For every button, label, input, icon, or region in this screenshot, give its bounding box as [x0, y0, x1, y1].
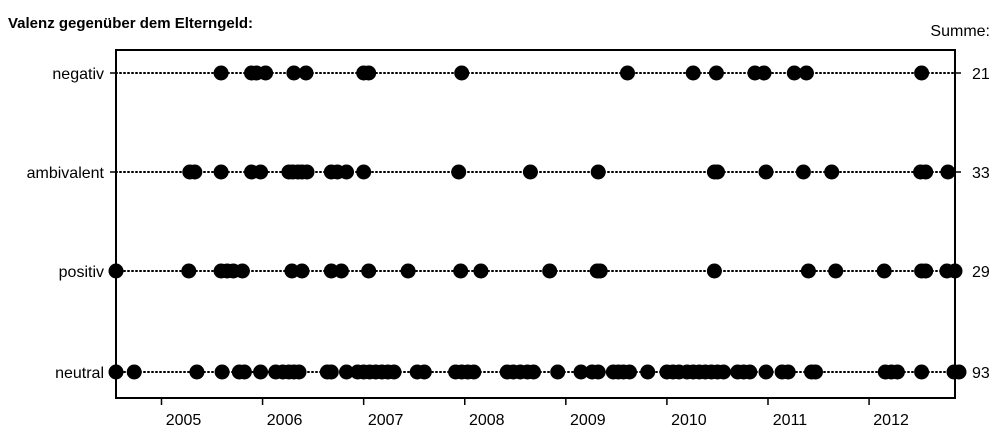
data-point [187, 164, 203, 180]
series-row-neutral: neutral 93 [55, 364, 990, 382]
data-point [716, 364, 731, 380]
data-point [126, 364, 142, 380]
data-point [758, 164, 774, 180]
data-point [550, 364, 566, 380]
data-point [742, 364, 758, 380]
x-axis: 2005 2006 2007 2008 2009 2010 2011 2012 [160, 398, 909, 429]
sum-header: Summe: [930, 23, 990, 40]
x-tick-label: 2005 [166, 412, 202, 429]
x-tick-label: 2011 [773, 412, 808, 429]
series-rows: negativ 21 ambivalent 33 positiv 29 neutral 93 [27, 65, 990, 382]
data-point [828, 263, 844, 279]
data-point [622, 364, 637, 380]
y-tick-label: neutral [55, 365, 104, 382]
data-point [333, 263, 349, 279]
data-point [189, 364, 205, 380]
data-point [640, 364, 656, 380]
data-point [294, 263, 310, 279]
data-point [386, 364, 402, 380]
data-point [108, 263, 124, 279]
data-point [914, 364, 930, 380]
data-point [253, 164, 269, 180]
data-point [947, 263, 963, 279]
data-point [918, 164, 934, 180]
data-point [108, 364, 124, 380]
x-tick-label: 2006 [267, 412, 303, 429]
x-tick-label: 2010 [671, 412, 707, 429]
data-point [708, 65, 724, 81]
data-point [808, 364, 823, 380]
data-point [889, 364, 905, 380]
data-point [361, 65, 377, 81]
data-point [573, 364, 589, 380]
data-point [706, 263, 722, 279]
data-point [361, 263, 377, 279]
data-point [824, 164, 840, 180]
x-tick-label: 2007 [368, 412, 404, 429]
data-point [590, 164, 606, 180]
x-tick-label: 2008 [469, 412, 505, 429]
data-point [798, 65, 814, 81]
row-sum-label: 93 [972, 365, 990, 382]
data-point [299, 164, 315, 180]
data-point [466, 364, 482, 380]
data-point [780, 364, 796, 380]
data-point [685, 65, 701, 81]
y-tick-label: ambivalent [27, 165, 105, 182]
data-point [339, 364, 354, 380]
data-point [473, 263, 489, 279]
data-point [795, 164, 811, 180]
row-sum-label: 29 [972, 264, 990, 281]
data-point [940, 164, 956, 180]
data-point [253, 364, 269, 380]
data-point [951, 364, 967, 380]
data-point [522, 164, 538, 180]
data-point [453, 263, 469, 279]
data-point [451, 164, 467, 180]
data-point [416, 364, 432, 380]
data-point [356, 164, 372, 180]
data-point [800, 263, 816, 279]
data-point [758, 364, 774, 380]
row-sum-label: 21 [972, 66, 990, 83]
data-point [214, 364, 230, 380]
data-point [181, 263, 197, 279]
y-tick-label: negativ [52, 66, 104, 83]
data-point [786, 65, 802, 81]
x-tick-label: 2009 [570, 412, 606, 429]
data-point [400, 263, 416, 279]
row-sum-label: 33 [972, 165, 990, 182]
data-point [620, 65, 635, 81]
data-point [236, 364, 252, 380]
data-point [291, 364, 307, 380]
series-row-ambivalent: ambivalent 33 [27, 164, 990, 182]
data-point [234, 263, 250, 279]
data-point [914, 65, 930, 81]
data-point [918, 263, 934, 279]
plot-frame [115, 49, 956, 399]
series-row-negativ: negativ 21 [52, 65, 990, 83]
data-point [756, 65, 772, 81]
data-point [286, 65, 302, 81]
x-tick-label: 2012 [873, 412, 909, 429]
chart-title: Valenz gegenüber dem Elterngeld: [8, 15, 253, 32]
series-row-positiv: positiv 29 [59, 263, 990, 281]
data-point [298, 65, 314, 81]
data-point [590, 364, 606, 380]
data-point [339, 164, 354, 180]
data-point [542, 263, 558, 279]
data-point [323, 364, 339, 380]
data-point [454, 65, 470, 81]
data-point [592, 263, 608, 279]
y-tick-label: positiv [59, 264, 104, 281]
data-point [213, 65, 229, 81]
data-point [213, 164, 229, 180]
data-point [876, 263, 892, 279]
data-point [526, 364, 541, 380]
data-point [710, 164, 725, 180]
data-point [258, 65, 274, 81]
